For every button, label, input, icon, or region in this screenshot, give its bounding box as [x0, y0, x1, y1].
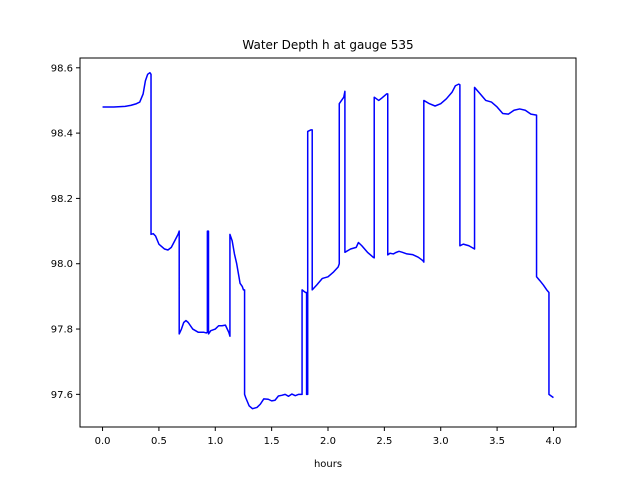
y-tick-label: 97.8 [51, 325, 73, 336]
x-axis: 0.0 0.5 1.0 1.5 2.0 2.5 3.0 3.5 4.0 [95, 427, 562, 447]
x-tick-label: 1.5 [264, 436, 280, 447]
y-tick-label: 98.2 [51, 194, 73, 205]
x-axis-label: hours [314, 459, 342, 470]
y-tick-label: 98.0 [51, 259, 73, 270]
x-tick-label: 4.0 [546, 436, 562, 447]
y-axis: 97.6 97.8 98.0 98.2 98.4 98.6 [51, 63, 80, 401]
x-tick-label: 3.0 [433, 436, 449, 447]
x-tick-label: 2.5 [376, 436, 392, 447]
x-tick-label: 2.0 [320, 436, 336, 447]
x-tick-label: 0.5 [151, 436, 167, 447]
x-tick-label: 3.5 [489, 436, 505, 447]
y-tick-label: 98.6 [51, 63, 73, 74]
series-line-1 [102, 71, 554, 410]
series-layer [102, 71, 554, 410]
x-tick-label: 1.0 [207, 436, 223, 447]
chart-title: Water Depth h at gauge 535 [242, 38, 413, 52]
y-tick-label: 98.4 [51, 129, 73, 140]
y-tick-label: 97.6 [51, 390, 73, 401]
x-tick-label: 0.0 [95, 436, 111, 447]
